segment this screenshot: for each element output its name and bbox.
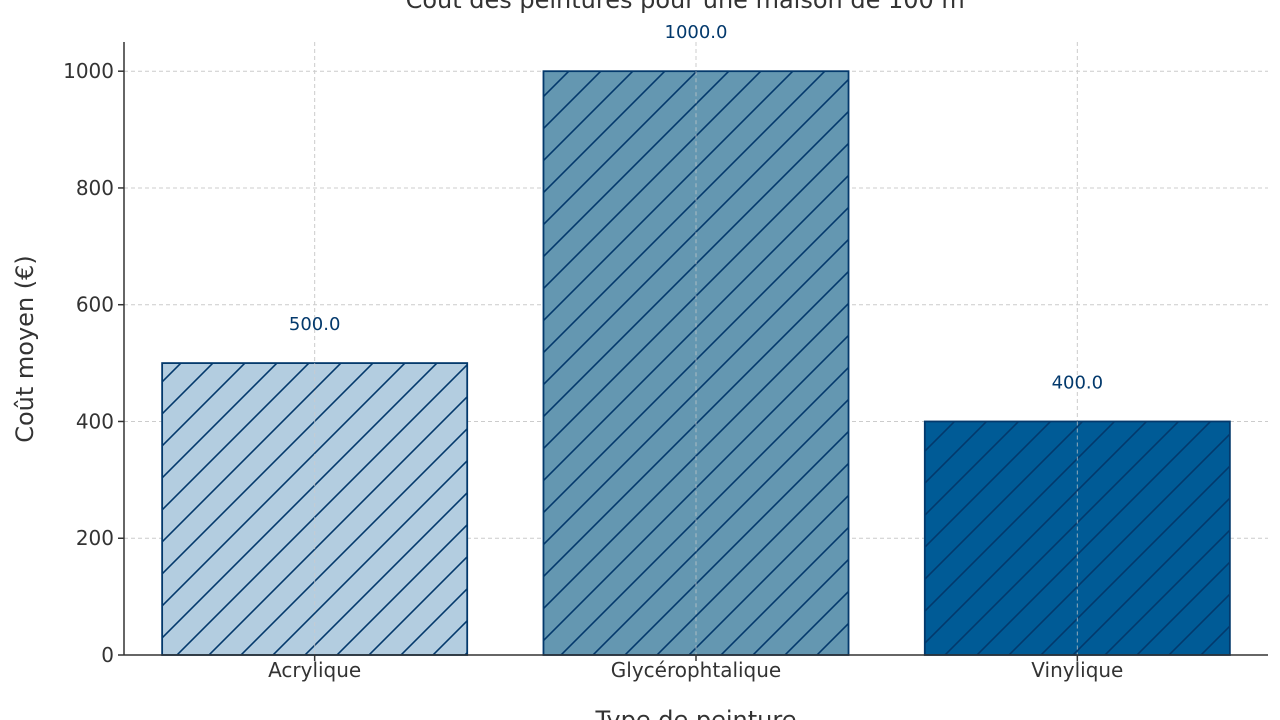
axes: [118, 42, 1268, 661]
bars: [161, 70, 1231, 656]
x-tick-label: Vinylique: [1031, 658, 1123, 682]
bar-value-label: 1000.0: [665, 22, 728, 43]
y-tick-label: 400: [76, 409, 114, 433]
bar-value-label: 500.0: [289, 314, 341, 335]
y-tick-label: 600: [76, 293, 114, 317]
x-tick-label: Glycérophtalique: [611, 658, 781, 682]
labels: 0 200 400 600 800 1000 500.0 Acrylique 1000.0 Gly…: [63, 22, 1123, 682]
y-tick-label: 1000: [63, 59, 114, 83]
y-axis-label: Coût moyen (€): [11, 255, 39, 443]
y-tick-label: 800: [76, 176, 114, 200]
y-tick-label: 200: [76, 526, 114, 550]
x-axis-label: Type de peinture: [595, 706, 797, 720]
chart-title: Coût des peintures pour une maison de 10…: [406, 0, 975, 14]
bar-value-label: 400.0: [1052, 372, 1104, 393]
y-tick-label: 0: [101, 643, 114, 667]
x-tick-label: Acrylique: [268, 658, 361, 682]
